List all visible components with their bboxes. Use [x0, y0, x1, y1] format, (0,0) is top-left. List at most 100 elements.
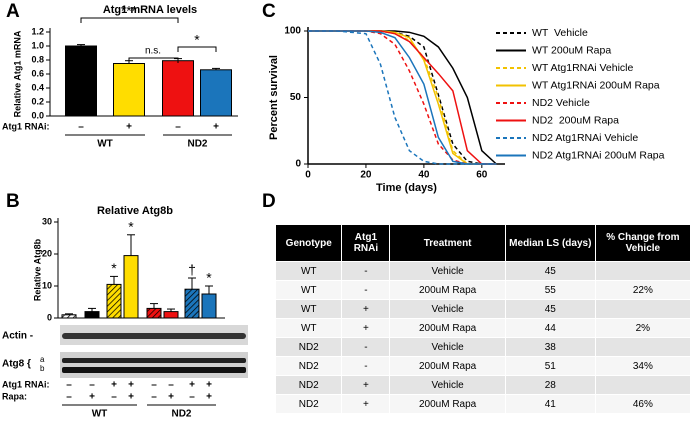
header-cell: Genotype	[274, 224, 343, 262]
y-tick-label: 0.0	[31, 110, 44, 120]
x-tick-label: 40	[418, 170, 430, 181]
significance-label: ***	[121, 3, 138, 19]
results-table: Genotype Atg1 RNAi Treatment Median LS (day…	[274, 224, 692, 414]
row-value: +	[128, 392, 134, 403]
significance-bracket	[177, 46, 217, 52]
bar	[84, 311, 100, 319]
table-row: WT -200uM Rapa 55 22%	[274, 280, 692, 300]
row-value: +	[111, 380, 117, 391]
band-label: a	[40, 355, 45, 364]
table-cell: ND2	[274, 356, 343, 376]
y-axis-title: Percent survival	[268, 55, 280, 140]
row-value: –	[66, 380, 72, 391]
legend-label: WT 200uM Rapa	[532, 44, 611, 56]
table-cell: -	[341, 261, 391, 281]
row-value: –	[111, 392, 117, 403]
table-cell: 22%	[594, 280, 692, 300]
bar	[146, 307, 162, 319]
table-cell: 38	[504, 337, 596, 357]
atg8-band-b	[62, 367, 246, 373]
row-value: +	[128, 380, 134, 391]
header-cell: Atg1 RNAi	[341, 224, 391, 262]
y-tick-label: 100	[284, 26, 301, 37]
blot-label: Actin -	[2, 331, 33, 342]
y-tick-label: 50	[290, 92, 302, 103]
table-row: WT + Vehicle 45	[274, 299, 692, 319]
table-cell: WT	[274, 261, 343, 281]
table-row: ND2-200uM Rapa 51 34%	[274, 356, 692, 376]
table-row: WT +200uM Rapa 44 2%	[274, 318, 692, 338]
table-row: ND2- Vehicle 38	[274, 337, 692, 357]
table-cell: 44	[504, 318, 596, 338]
table-cell: ND2	[274, 375, 343, 395]
row-value: +	[168, 392, 174, 403]
table-cell: 200uM Rapa	[389, 356, 506, 376]
table-cell: 45	[504, 299, 596, 319]
table-cell	[594, 299, 692, 319]
row-value: –	[66, 392, 72, 403]
table-cell: Vehicle	[389, 299, 506, 319]
legend-label: ND2 200uM Rapa	[532, 114, 619, 126]
y-tick-label: 20	[42, 248, 52, 258]
significance-bracket	[128, 57, 179, 63]
legend-label: ND2 Vehicle	[532, 97, 590, 109]
group-label: ND2	[171, 409, 191, 420]
bar	[123, 255, 139, 319]
table-cell: 200uM Rapa	[389, 394, 506, 414]
row-value: –	[151, 380, 157, 391]
table-cell: 2%	[594, 318, 692, 338]
x-axis-title: Time (days)	[376, 182, 437, 194]
table-cell: 45	[504, 261, 596, 281]
y-tick-label: 0.8	[31, 54, 44, 64]
panel-letter: C	[262, 1, 276, 22]
group-label: WT	[92, 409, 108, 420]
bar	[184, 288, 200, 319]
chart-title: Relative Atg8b	[97, 205, 173, 217]
row-value: +	[206, 392, 212, 403]
row-value: +	[89, 392, 95, 403]
significance-marker: *	[128, 219, 134, 235]
significance-marker: †	[188, 262, 196, 278]
actin-band	[62, 333, 246, 339]
significance-marker: *	[206, 270, 212, 286]
y-tick-label: 0	[47, 312, 52, 322]
table-cell: 55	[504, 280, 596, 300]
row-value: –	[168, 380, 174, 391]
row-label: Atg1 RNAi:	[2, 121, 50, 131]
table-row: ND2 +200uM Rapa 41 46%	[274, 394, 692, 414]
panel-letter: D	[262, 191, 276, 212]
table-cell: 200uM Rapa	[389, 280, 506, 300]
bar	[201, 293, 217, 319]
bar	[113, 63, 145, 117]
x-tick-label: 20	[360, 170, 372, 181]
group-label: ND2	[187, 139, 207, 150]
header-cell: Median LS (days)	[504, 224, 596, 262]
chart-title: Atg1 mRNA levels	[103, 4, 197, 16]
table-cell: -	[341, 356, 391, 376]
y-axis-title: Relative Atg8b	[32, 238, 42, 301]
group-label: WT	[97, 139, 113, 150]
y-tick-label: 30	[42, 216, 52, 226]
band-label: b	[40, 364, 45, 373]
row-value: –	[89, 380, 95, 391]
table-cell: +	[341, 299, 391, 319]
row-value: +	[213, 122, 219, 133]
legend-label: ND2 Atg1RNAi 200uM Rapa	[532, 149, 665, 161]
header-cell: % Change from Vehicle	[594, 224, 692, 262]
table-cell: -	[341, 280, 391, 300]
survival-curve	[308, 30, 497, 165]
bar	[61, 314, 77, 319]
atg8-band-a	[62, 358, 246, 363]
row-value: +	[126, 122, 132, 133]
table-cell: 200uM Rapa	[389, 318, 506, 338]
table-cell: 46%	[594, 394, 692, 414]
row-value: –	[189, 392, 195, 403]
table-cell	[594, 261, 692, 281]
table-cell: 51	[504, 356, 596, 376]
table-cell: Vehicle	[389, 337, 506, 357]
table-cell: 34%	[594, 356, 692, 376]
row-value: +	[206, 380, 212, 391]
table-cell: +	[341, 318, 391, 338]
y-tick-label: 0.6	[31, 68, 44, 78]
table-cell: WT	[274, 299, 343, 319]
